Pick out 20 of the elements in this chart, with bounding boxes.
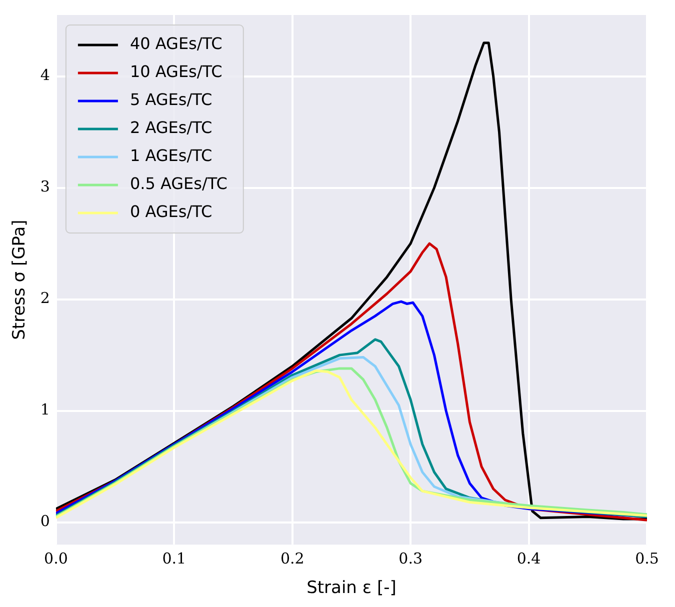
x-tick-label: 0.5 [635, 549, 659, 568]
y-tick-label: 0 [40, 512, 50, 530]
y-axis-title: Stress σ [GPa] [10, 220, 30, 340]
legend-label: 2 AGEs/TC [130, 118, 212, 138]
legend-label: 1 AGEs/TC [130, 146, 212, 166]
legend-label: 40 AGEs/TC [130, 34, 222, 54]
legend-label: 5 AGEs/TC [130, 90, 212, 110]
x-tick-label: 0.3 [398, 549, 423, 568]
x-tick-label: 0.0 [44, 549, 68, 568]
legend-label: 0 AGEs/TC [130, 202, 212, 222]
x-tick-label: 0.1 [162, 549, 186, 568]
y-tick-label: 1 [40, 400, 50, 419]
x-axis-title: Strain ε [-] [306, 578, 396, 598]
y-tick-label: 4 [40, 66, 50, 84]
y-tick-label: 3 [40, 178, 50, 196]
x-tick-label: 0.4 [516, 549, 541, 568]
x-tick-label: 0.2 [280, 549, 304, 568]
y-tick-label: 2 [40, 289, 50, 308]
legend-label: 10 AGEs/TC [130, 62, 222, 82]
legend-label: 0.5 AGEs/TC [130, 174, 228, 194]
